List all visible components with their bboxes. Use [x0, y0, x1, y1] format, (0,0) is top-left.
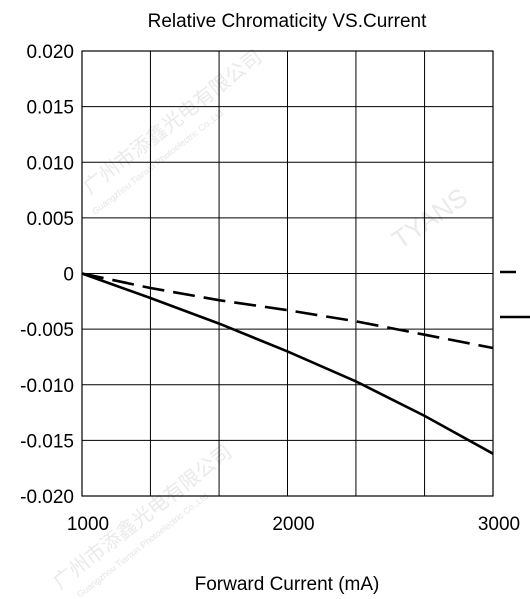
x-tick-label: 2000 [272, 514, 314, 535]
y-tick-label: 0.015 [26, 98, 74, 119]
chart-title: Relative Chromaticity VS.Current [148, 11, 427, 32]
watermark-company-cn-1: 广州市添鑫光电有限公司 [79, 45, 267, 199]
watermark-group: TYANS 广州市添鑫光电有限公司 Guangzhou Tianxin Phot… [49, 45, 473, 599]
y-tick-label: 0.020 [26, 42, 74, 63]
x-axis-label: Forward Current (mA) [195, 574, 380, 595]
y-tick-label: -0.005 [20, 320, 74, 341]
y-tick-label: 0 [63, 265, 74, 286]
plot-frame [81, 50, 494, 497]
x-tick-labels: 1000 2000 3000 [67, 514, 520, 535]
x-tick-label: 1000 [67, 514, 109, 535]
y-tick-label: 0.005 [26, 209, 74, 230]
y-tick-label: -0.015 [20, 431, 74, 452]
legend [500, 270, 530, 319]
y-tick-label: -0.010 [20, 376, 74, 397]
y-tick-label: 0.010 [26, 153, 74, 174]
grid [81, 50, 494, 497]
y-tick-labels: 0.020 0.015 0.010 0.005 0 -0.005 -0.010 -0.015 -… [20, 42, 74, 508]
series-line-dashed [81, 272, 494, 350]
x-tick-label: 3000 [478, 514, 520, 535]
y-tick-label: -0.020 [20, 487, 74, 508]
series-layer [81, 272, 494, 455]
series-line-solid [81, 272, 494, 455]
